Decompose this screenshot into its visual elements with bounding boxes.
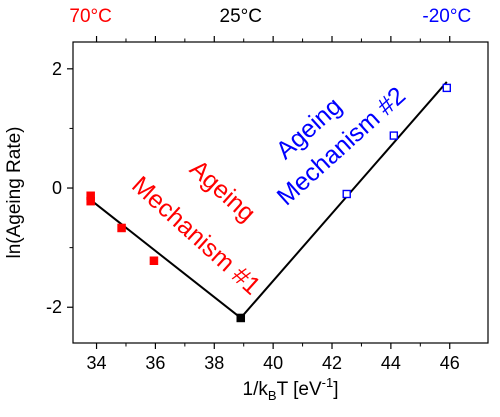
- x-tick-label: 46: [440, 353, 460, 373]
- x-tick-labels: 34 36 38 40 42 44 46: [87, 353, 460, 373]
- y-tick-label: -2: [46, 297, 62, 317]
- x-tick-label: 36: [145, 353, 165, 373]
- data-point: [86, 196, 95, 206]
- data-point: [236, 313, 246, 323]
- x-tick-label: 34: [87, 353, 107, 373]
- x-tick-label: 42: [322, 353, 342, 373]
- data-points: [86, 83, 451, 323]
- x-tick-label: 40: [263, 353, 283, 373]
- data-point: [149, 256, 159, 265]
- annotation-label: Mechanism #1: [126, 171, 266, 301]
- x-axis-label-rest: T [eV: [277, 379, 322, 400]
- y-tick-label: 0: [52, 178, 62, 198]
- top-axis-label: 25°C: [220, 6, 262, 27]
- top-axis-labels: 70°C 25°C -20°C: [69, 6, 471, 27]
- y-tick-labels: -2 0 2: [46, 59, 62, 317]
- fit-line: [90, 199, 242, 319]
- plot-frame: [72, 41, 489, 344]
- x-tick-label: 38: [204, 353, 224, 373]
- top-axis-label: -20°C: [422, 6, 471, 27]
- data-point: [442, 83, 451, 93]
- fit-lines: [90, 81, 448, 319]
- data-point: [117, 223, 126, 233]
- x-axis-label-main: 1/k: [243, 379, 269, 400]
- top-axis-label: 70°C: [69, 6, 111, 27]
- x-axis-label-sup: -1: [322, 375, 334, 390]
- x-axis-label-close: ]: [333, 379, 338, 400]
- axis-ticks: [67, 36, 451, 349]
- x-axis-label-sub: B: [268, 388, 277, 403]
- x-axis-label: 1/kBT [eV-1]: [243, 375, 339, 403]
- y-tick-label: 2: [52, 59, 62, 79]
- data-point: [389, 131, 399, 140]
- y-axis-label: ln(Ageing Rate): [4, 126, 25, 258]
- fit-line: [240, 81, 448, 319]
- data-point: [342, 189, 351, 199]
- x-tick-label: 44: [381, 353, 401, 373]
